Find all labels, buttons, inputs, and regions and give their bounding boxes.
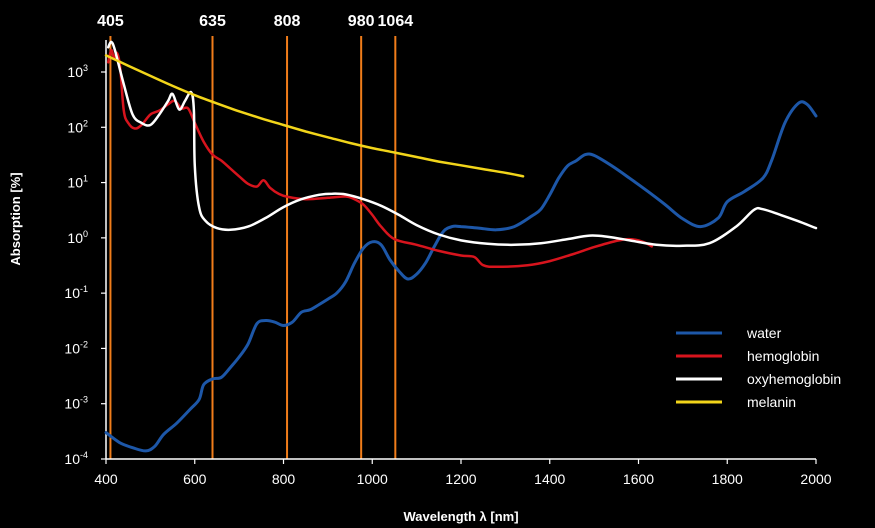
legend: water hemoglobin oxyhemoglobin melanin [676,325,841,410]
series-line-melanin [106,55,523,176]
marker-label-635: 635 [199,13,226,30]
x-tick-label-600: 600 [183,471,207,487]
x-ticks: 400 600 800 1000 1200 1400 1600 1800 2000 [94,459,831,487]
series-line-oxyhemoglobin [108,42,816,246]
y-tick-label-1: 101 [67,174,88,191]
y-tick-label-3: 103 [67,63,88,80]
marker-label-1064: 1064 [378,13,414,30]
marker-label-808: 808 [274,13,301,30]
marker-label-405: 405 [97,13,124,30]
x-tick-label-1400: 1400 [534,471,565,487]
y-axis-title: Absorption [%] [8,172,23,265]
marker-label-980: 980 [348,13,375,30]
x-tick-label-2000: 2000 [800,471,831,487]
y-tick-label--4: 10-4 [64,450,88,467]
x-tick-label-1000: 1000 [357,471,388,487]
legend-label-water: water [746,325,782,341]
x-tick-label-1800: 1800 [712,471,743,487]
x-tick-label-1600: 1600 [623,471,654,487]
x-tick-label-800: 800 [272,471,296,487]
x-tick-label-400: 400 [94,471,118,487]
legend-label-oxyhemoglobin: oxyhemoglobin [747,371,841,387]
wavelength-markers: 405 635 808 980 1064 [97,13,413,459]
x-axis-title: Wavelength λ [nm] [403,509,518,524]
y-tick-label-2: 102 [67,118,88,135]
legend-label-hemoglobin: hemoglobin [747,348,819,364]
y-ticks: 10-4 10-3 10-2 10-1 100 101 102 103 [64,63,106,467]
y-tick-label-0: 100 [67,229,88,246]
y-tick-label--1: 10-1 [64,284,88,301]
series-line-hemoglobin [108,50,652,267]
x-tick-label-1200: 1200 [445,471,476,487]
y-tick-label--3: 10-3 [64,395,88,412]
y-tick-label--2: 10-2 [64,339,88,356]
legend-label-melanin: melanin [747,394,796,410]
